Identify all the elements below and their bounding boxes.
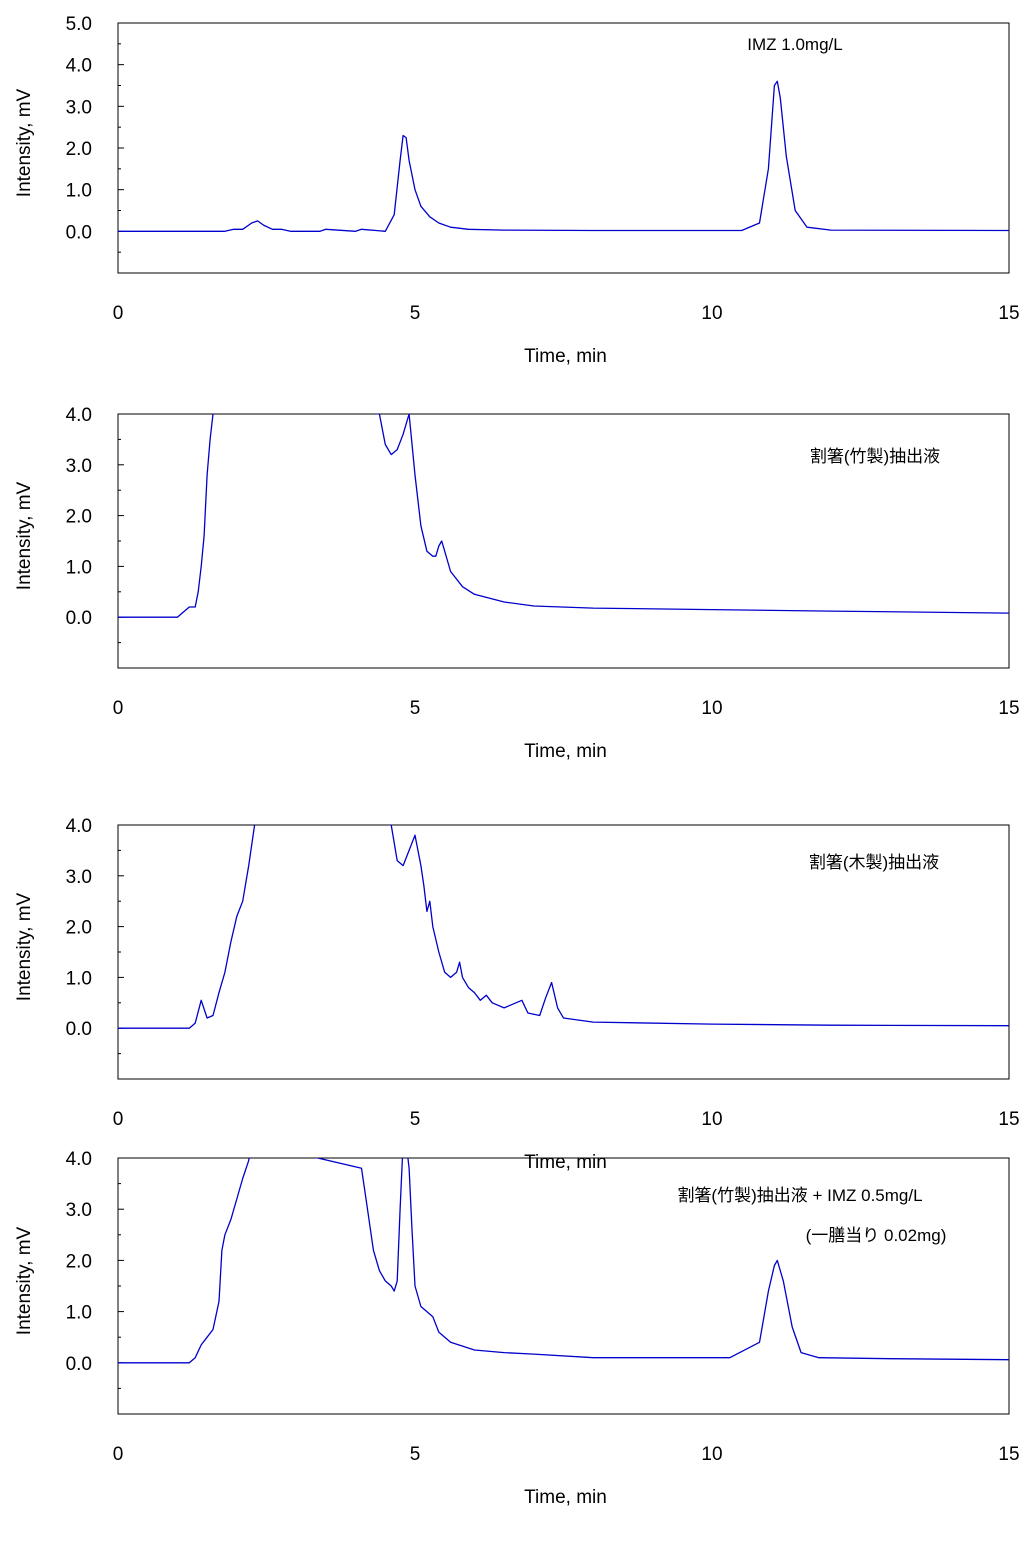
panel-4-annotation: 割箸(竹製)抽出液 + IMZ 0.5mg/L (677, 1186, 922, 1205)
panel-4-y-tick-label: 0.0 (66, 1354, 92, 1375)
panel-3-y-tick-label: 3.0 (66, 867, 92, 888)
panel-2-annotation: 割箸(竹製)抽出液 (810, 447, 940, 466)
panel-1-x-axis-title: Time, min (524, 346, 607, 367)
panel-2-y-axis-title: Intensity, mV (14, 481, 35, 590)
panel-1-x-tick-label: 10 (701, 303, 722, 324)
panel-4-y-tick-label: 4.0 (66, 1149, 92, 1170)
panel-1-y-tick-label: 3.0 (66, 97, 92, 118)
panel-4-y-tick-label: 2.0 (66, 1251, 92, 1272)
panel-3-x-axis-title: Time, min (524, 1152, 607, 1173)
panel-1-x-tick-label: 15 (998, 303, 1019, 324)
panel-3-y-tick-label: 1.0 (66, 968, 92, 989)
panel-3-chromatogram-line (118, 825, 1009, 1029)
panel-1-x-tick-label: 5 (410, 303, 421, 324)
panel-2-x-tick-label: 10 (701, 698, 722, 719)
panel-2-chromatogram-line (118, 414, 1009, 618)
panel-1-y-tick-label: 5.0 (66, 14, 92, 35)
panel-1-chromatogram-line (118, 80, 1009, 232)
panel-4-y-axis-title: Intensity, mV (14, 1226, 35, 1335)
panel-4-x-tick-label: 0 (113, 1444, 124, 1465)
panel-4-y-tick-label: 1.0 (66, 1303, 92, 1324)
panel-2-y-tick-label: 1.0 (66, 557, 92, 578)
panel-1-y-tick-label: 1.0 (66, 181, 92, 202)
panel-1-x-tick-label: 0 (113, 303, 124, 324)
panel-4-y-tick-label: 3.0 (66, 1200, 92, 1221)
panel-3-y-tick-label: 4.0 (66, 816, 92, 837)
panel-2-y-tick-label: 2.0 (66, 507, 92, 528)
panel-2-x-tick-label: 5 (410, 698, 421, 719)
panel-1-annotation: IMZ 1.0mg/L (747, 35, 842, 54)
panel-4-chromatogram-line (118, 1158, 1009, 1364)
panel-2-y-tick-label: 4.0 (66, 405, 92, 426)
panel-4-annotation: (一膳当り 0.02mg) (806, 1226, 947, 1245)
panel-2-x-tick-label: 15 (998, 698, 1019, 719)
panel-2-x-axis-title: Time, min (524, 741, 607, 762)
panel-1-y-tick-label: 0.0 (66, 222, 92, 243)
panel-2-x-tick-label: 0 (113, 698, 124, 719)
panel-3-x-tick-label: 0 (113, 1109, 124, 1130)
panel-4-x-tick-label: 10 (701, 1444, 722, 1465)
panel-3-x-tick-label: 15 (998, 1109, 1019, 1130)
panel-3-y-tick-label: 2.0 (66, 918, 92, 939)
panel-2-y-tick-label: 3.0 (66, 456, 92, 477)
panel-4-x-tick-label: 5 (410, 1444, 421, 1465)
panel-4-x-tick-label: 15 (998, 1444, 1019, 1465)
panel-1-plot-frame (117, 22, 1010, 274)
panel-3-annotation: 割箸(木製)抽出液 (809, 853, 939, 872)
panel-3-x-tick-label: 5 (410, 1109, 421, 1130)
panel-2-y-tick-label: 0.0 (66, 608, 92, 629)
panel-3-x-tick-label: 10 (701, 1109, 722, 1130)
panel-3-y-tick-label: 0.0 (66, 1019, 92, 1040)
panel-4-x-axis-title: Time, min (524, 1487, 607, 1508)
panel-1-y-axis-title: Intensity, mV (14, 88, 35, 197)
panel-1-y-tick-label: 4.0 (66, 56, 92, 77)
panel-3-y-axis-title: Intensity, mV (14, 892, 35, 1001)
panel-1-y-tick-label: 2.0 (66, 139, 92, 160)
